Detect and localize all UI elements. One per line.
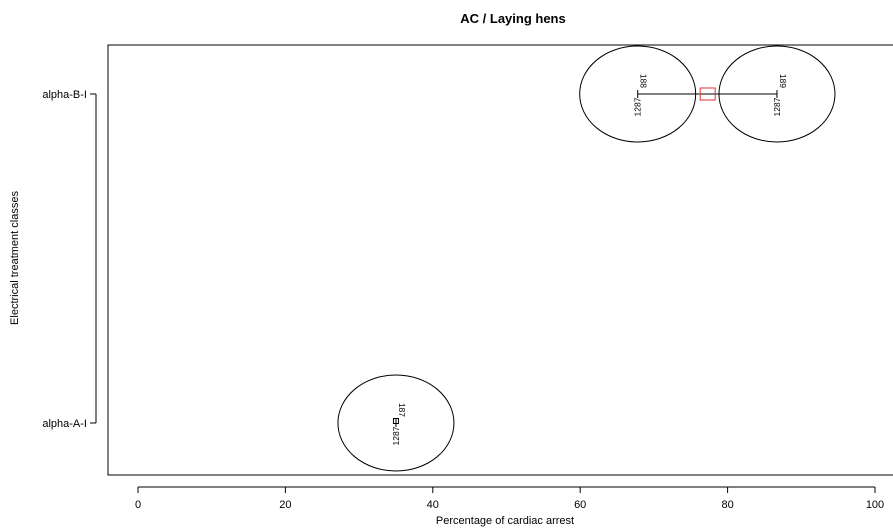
study-circle	[337, 374, 455, 472]
study-circle	[579, 45, 697, 143]
x-tick-label: 40	[427, 499, 439, 511]
study-ref-label: 1287	[391, 426, 401, 445]
y-axis: alpha-A-I alpha-B-I	[42, 89, 97, 430]
y-tick-label: alpha-B-I	[42, 89, 87, 101]
x-tick-label: 0	[135, 499, 141, 511]
x-axis-label: Percentage of cardiac arrest	[436, 515, 574, 527]
study-id-label: 189	[778, 74, 788, 88]
y-axis-label: Electrical treatment classes	[9, 191, 21, 325]
x-tick-label: 20	[279, 499, 291, 511]
mean-marker	[699, 87, 716, 101]
plot-frame	[107, 44, 893, 476]
x-tick-label: 100	[866, 499, 884, 511]
study-ref-label: 1287	[772, 97, 782, 116]
mean-marker	[392, 418, 399, 424]
y-tick-label: alpha-A-I	[42, 418, 87, 430]
chart-title: AC / Laying hens	[460, 11, 565, 26]
chart-marks: 188 1287 189 1287 187 1287	[337, 45, 836, 472]
x-axis: 0 20 40 60 80 100	[135, 486, 884, 511]
study-ref-label: 1287	[633, 97, 643, 116]
study-id-label: 187	[397, 403, 407, 417]
study-circle	[718, 45, 836, 143]
x-tick-label: 80	[721, 499, 733, 511]
study-id-label: 188	[639, 74, 649, 88]
x-tick-label: 60	[574, 499, 586, 511]
